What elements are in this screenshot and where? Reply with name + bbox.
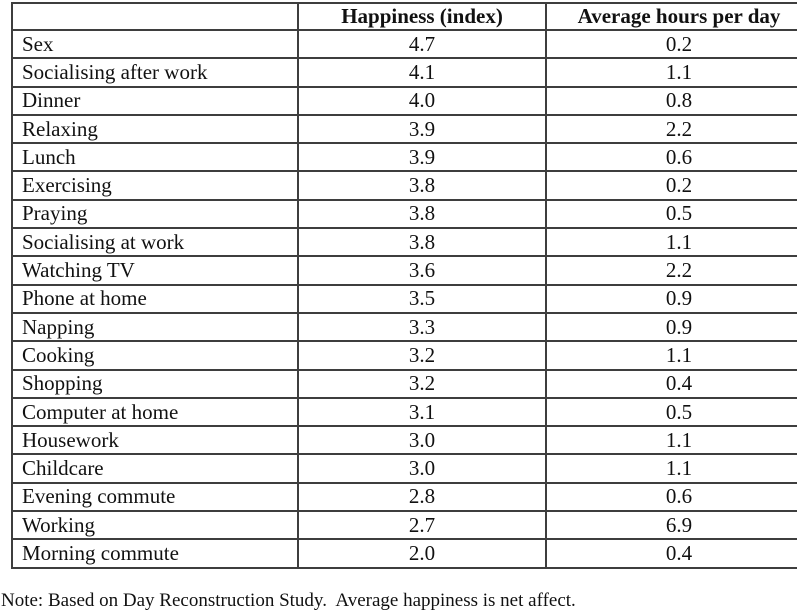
hours-value-cell: 0.9	[545, 283, 797, 314]
hours-value-cell: 1.1	[545, 425, 797, 456]
activity-cell: Phone at home	[11, 283, 299, 314]
hours-value-cell: 1.1	[545, 453, 797, 484]
table-row: Dinner 4.0 0.8	[11, 85, 797, 116]
table-row: Shopping 3.2 0.4	[11, 368, 797, 399]
col-header-average-hours: Average hours per day	[545, 2, 797, 31]
table-row: Evening commute 2.8 0.6	[11, 481, 797, 513]
hours-value-cell: 0.6	[545, 142, 797, 173]
table-row: Socialising at work 3.8 1.1	[11, 227, 797, 258]
table-row: Praying 3.8 0.5	[11, 198, 797, 230]
happiness-value-cell: 4.0	[297, 85, 547, 116]
table-row: Lunch 3.9 0.6	[11, 142, 797, 173]
happiness-value-cell: 3.8	[297, 198, 547, 230]
hours-value-cell: 6.9	[545, 510, 797, 541]
happiness-value-cell: 3.5	[297, 283, 547, 314]
hours-value-cell: 0.9	[545, 311, 797, 343]
table-row: Napping 3.3 0.9	[11, 311, 797, 343]
happiness-value-cell: 3.2	[297, 368, 547, 399]
happiness-value-cell: 3.3	[297, 311, 547, 343]
activity-cell: Lunch	[11, 142, 299, 173]
hours-value-cell: 1.1	[545, 340, 797, 371]
happiness-value-cell: 3.6	[297, 255, 547, 286]
happiness-value-cell: 3.0	[297, 453, 547, 484]
hours-value-cell: 2.2	[545, 113, 797, 145]
happiness-value-cell: 2.8	[297, 481, 547, 513]
activity-cell: Childcare	[11, 453, 299, 484]
happiness-value-cell: 4.1	[297, 57, 547, 88]
hours-value-cell: 0.5	[545, 396, 797, 428]
table-header: Happiness (index) Average hours per day	[11, 2, 797, 31]
activity-cell: Exercising	[11, 170, 299, 201]
happiness-value-cell: 3.2	[297, 340, 547, 371]
hours-value-cell: 1.1	[545, 57, 797, 88]
table-row: Exercising 3.8 0.2	[11, 170, 797, 201]
table-row: Morning commute 2.0 0.4	[11, 538, 797, 569]
activity-cell: Shopping	[11, 368, 299, 399]
hours-value-cell: 0.8	[545, 85, 797, 116]
happiness-value-cell: 2.7	[297, 510, 547, 541]
hours-value-cell: 1.1	[545, 227, 797, 258]
happiness-table-container: Happiness (index) Average hours per day …	[11, 2, 797, 569]
table-row: Working 2.7 6.9	[11, 510, 797, 541]
table-row: Watching TV 3.6 2.2	[11, 255, 797, 286]
table-row: Sex 4.7 0.2	[11, 28, 797, 60]
hours-value-cell: 2.2	[545, 255, 797, 286]
header-row: Happiness (index) Average hours per day	[11, 2, 797, 31]
activity-cell: Computer at home	[11, 396, 299, 428]
hours-value-cell: 0.4	[545, 538, 797, 569]
happiness-value-cell: 3.0	[297, 425, 547, 456]
activity-cell: Morning commute	[11, 538, 299, 569]
activity-cell: Relaxing	[11, 113, 299, 145]
activity-cell: Watching TV	[11, 255, 299, 286]
col-header-happiness-index: Happiness (index)	[297, 2, 547, 31]
hours-value-cell: 0.6	[545, 481, 797, 513]
table-row: Cooking 3.2 1.1	[11, 340, 797, 371]
table-row: Relaxing 3.9 2.2	[11, 113, 797, 145]
happiness-value-cell: 4.7	[297, 28, 547, 60]
hours-value-cell: 0.2	[545, 28, 797, 60]
activity-cell: Sex	[11, 28, 299, 60]
happiness-value-cell: 3.8	[297, 227, 547, 258]
activity-cell: Praying	[11, 198, 299, 230]
happiness-value-cell: 3.9	[297, 113, 547, 145]
activity-cell: Socialising at work	[11, 227, 299, 258]
table-row: Housework 3.0 1.1	[11, 425, 797, 456]
happiness-value-cell: 2.0	[297, 538, 547, 569]
happiness-by-activity-table: Happiness (index) Average hours per day …	[11, 2, 797, 569]
table-row: Socialising after work 4.1 1.1	[11, 57, 797, 88]
table-row: Childcare 3.0 1.1	[11, 453, 797, 484]
activity-cell: Napping	[11, 311, 299, 343]
col-header-activity	[11, 2, 299, 31]
table-body: Sex 4.7 0.2 Socialising after work 4.1 1.1 Din…	[11, 28, 797, 569]
hours-value-cell: 0.5	[545, 198, 797, 230]
happiness-value-cell: 3.9	[297, 142, 547, 173]
hours-value-cell: 0.2	[545, 170, 797, 201]
activity-cell: Working	[11, 510, 299, 541]
activity-cell: Evening commute	[11, 481, 299, 513]
activity-cell: Dinner	[11, 85, 299, 116]
activity-cell: Housework	[11, 425, 299, 456]
activity-cell: Cooking	[11, 340, 299, 371]
table-footnote: Note: Based on Day Reconstruction Study.…	[1, 590, 576, 611]
hours-value-cell: 0.4	[545, 368, 797, 399]
happiness-value-cell: 3.1	[297, 396, 547, 428]
happiness-value-cell: 3.8	[297, 170, 547, 201]
table-row: Phone at home 3.5 0.9	[11, 283, 797, 314]
activity-cell: Socialising after work	[11, 57, 299, 88]
table-row: Computer at home 3.1 0.5	[11, 396, 797, 428]
